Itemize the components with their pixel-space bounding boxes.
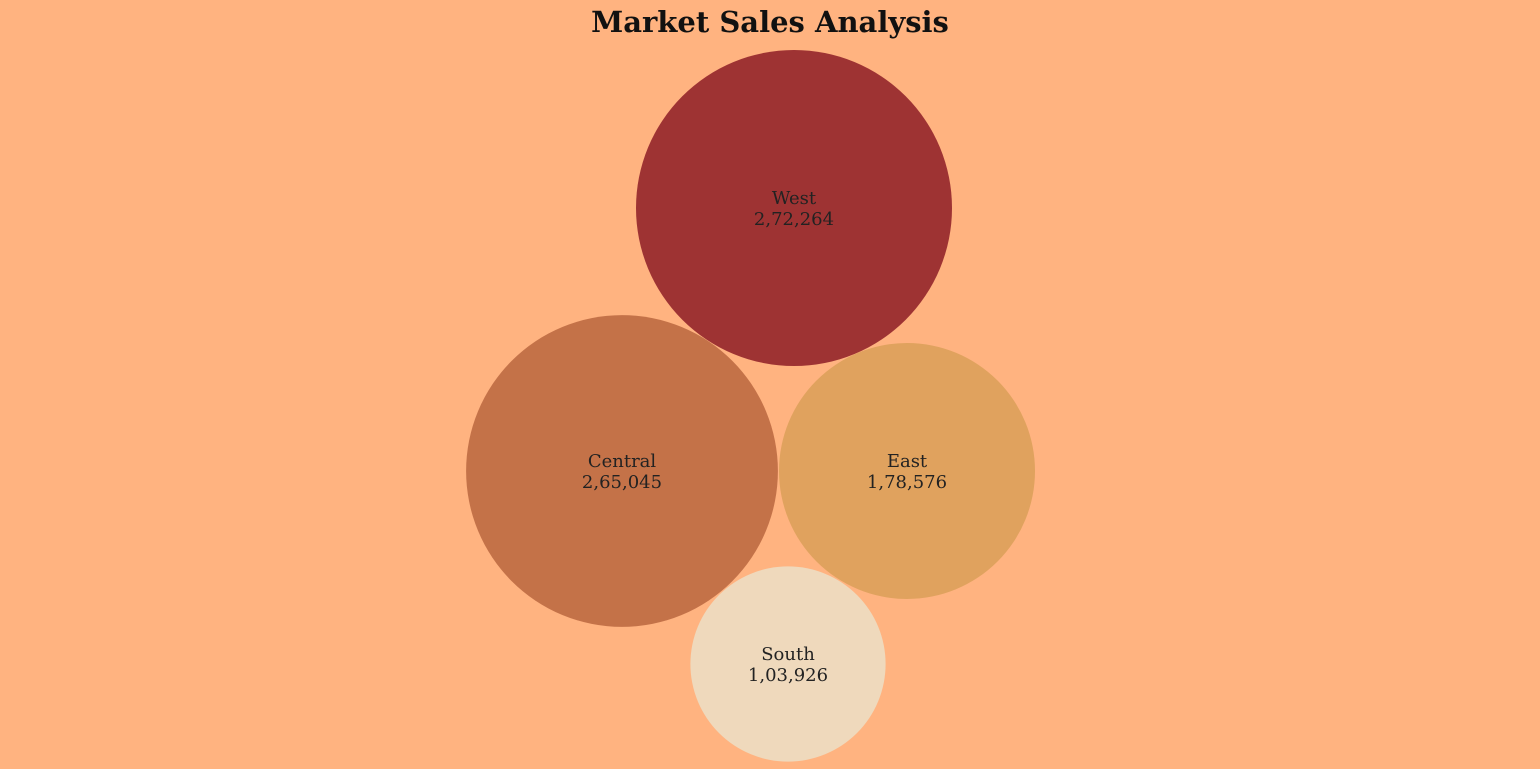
bubble-circle-central[interactable] xyxy=(466,315,778,627)
bubble-circle-south[interactable] xyxy=(690,566,886,762)
bubble-value-label-west: 2,72,264 xyxy=(754,209,834,230)
bubble-circle-west[interactable] xyxy=(636,50,952,366)
bubble-name-label-west: West xyxy=(772,188,817,209)
bubble-name-label-east: East xyxy=(887,451,928,472)
bubble-name-label-south: South xyxy=(761,644,815,665)
bubble-value-label-central: 2,65,045 xyxy=(582,472,662,493)
bubble-value-label-south: 1,03,926 xyxy=(748,665,828,686)
bubble-name-label-central: Central xyxy=(588,451,657,472)
bubble-circle-east[interactable] xyxy=(779,343,1035,599)
chart-title: Market Sales Analysis xyxy=(591,5,949,39)
bubble-value-label-east: 1,78,576 xyxy=(867,472,947,493)
